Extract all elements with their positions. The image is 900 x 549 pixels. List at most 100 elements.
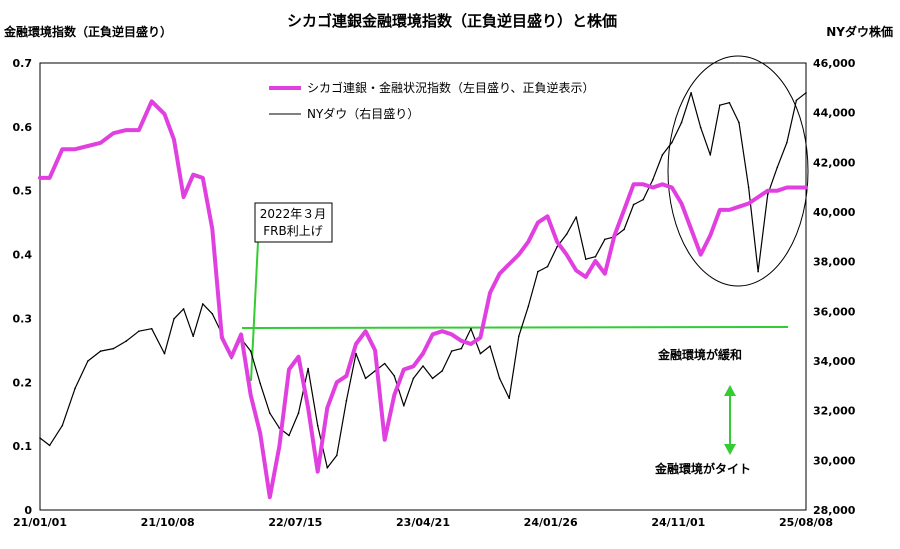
series-financial-conditions-index-point — [412, 365, 415, 368]
reference-line — [241, 326, 789, 329]
y-right-tick-label: 42,000 — [813, 156, 856, 169]
series-ny-dow-point — [202, 303, 204, 305]
series-financial-conditions-index-point — [537, 221, 539, 224]
series-financial-conditions-index-point — [470, 343, 472, 345]
series-ny-dow-point — [307, 367, 309, 370]
series-ny-dow-point — [393, 375, 396, 377]
series-financial-conditions-index-point — [690, 228, 692, 230]
series-ny-dow-point — [364, 377, 367, 380]
y-left-tick-label: 0.3 — [13, 312, 33, 325]
x-tick-label: 21/10/08 — [141, 516, 195, 529]
y-axis-left: 0 0.1 0.2 0.3 0.4 0.5 0.6 0.7 — [13, 57, 33, 517]
series-ny-dow-point — [297, 412, 300, 414]
series-ny-dow-point — [61, 424, 64, 427]
series-ny-dow-point — [249, 350, 252, 352]
series-ny-dow-point — [74, 387, 76, 390]
series-ny-dow-point — [795, 99, 798, 102]
series-ny-dow-point — [728, 101, 731, 104]
x-tick-label: 25/08/08 — [779, 516, 833, 529]
chart-title: シカゴ連銀金融環境指数（正負逆目盛り）と株価 — [287, 12, 617, 30]
y-left-tick-label: 0.7 — [13, 57, 33, 70]
series-ny-dow-point — [412, 377, 415, 380]
series-ny-dow-point — [288, 434, 290, 437]
x-tick-label: 22/07/15 — [268, 516, 322, 529]
series-ny-dow-point — [709, 154, 712, 156]
series-financial-conditions-index-point — [150, 100, 153, 103]
x-tick-label: 24/01/26 — [524, 516, 578, 529]
series-ny-dow-point — [527, 305, 530, 308]
series-financial-conditions-index-point — [489, 292, 491, 294]
series-financial-conditions-index-point — [795, 186, 798, 189]
series-ny-dow-point — [498, 377, 501, 380]
series-ny-dow-point — [766, 193, 769, 196]
series-financial-conditions-index-point — [221, 336, 223, 339]
series-ny-dow-point — [403, 404, 405, 407]
legend: シカゴ連銀・金融状況指数（左目盛り、正負逆表示） NYダウ（右目盛り） — [269, 80, 595, 121]
y-right-tick-label: 44,000 — [813, 107, 856, 120]
series-ny-dow-point — [585, 258, 587, 261]
series-ny-dow-point — [594, 255, 597, 258]
y-left-tick-label: 0.4 — [13, 249, 33, 262]
y-axis-right: 28,000 30,000 32,000 34,000 36,000 38,000 40,0… — [813, 57, 856, 517]
x-tick-label: 23/04/21 — [396, 516, 450, 529]
series-financial-conditions-index-point — [632, 183, 635, 186]
y-right-tick-label: 40,000 — [813, 206, 856, 219]
series-ny-dow-point — [182, 308, 185, 310]
series-financial-conditions-index-point — [613, 234, 616, 237]
legend-label-dow: NYダウ（右目盛り） — [307, 106, 419, 121]
series-financial-conditions-index-point — [585, 276, 587, 278]
series-financial-conditions-index-point — [709, 234, 712, 237]
series-ny-dow-point — [345, 399, 348, 402]
series-financial-conditions-index — [38, 99, 808, 500]
series-ny-dow-point — [460, 347, 463, 350]
frb-marker-line — [250, 241, 259, 382]
series-financial-conditions-index-point — [87, 145, 89, 147]
series-ny-dow-point — [87, 360, 89, 362]
series-financial-conditions-index-point — [460, 340, 463, 342]
series-ny-dow — [39, 92, 807, 469]
series-financial-conditions-index-point — [192, 173, 194, 176]
series-ny-dow-point — [39, 437, 41, 439]
series-financial-conditions-index-point — [393, 394, 396, 396]
series-financial-conditions-index-point — [240, 333, 242, 336]
series-ny-dow-point — [470, 327, 472, 330]
series-ny-dow-point — [150, 327, 153, 330]
series-financial-conditions-index-point — [39, 177, 41, 179]
series-financial-conditions-index-point — [422, 352, 424, 355]
series-ny-dow-point — [489, 345, 491, 347]
series-financial-conditions-index-point — [594, 260, 597, 262]
series-financial-conditions-index-point — [652, 186, 654, 189]
series-ny-dow-point — [383, 362, 386, 365]
series-ny-dow-point — [546, 265, 549, 268]
series-financial-conditions-index-point — [518, 253, 520, 256]
series-financial-conditions-index-point — [623, 209, 625, 211]
series-financial-conditions-index-point — [805, 186, 807, 189]
series-ny-dow-point — [747, 186, 750, 188]
y-right-tick-label: 46,000 — [813, 57, 856, 70]
series-ny-dow-point — [671, 141, 673, 144]
series-financial-conditions-index-point — [316, 470, 319, 473]
series-financial-conditions-index-point — [738, 205, 740, 208]
series-financial-conditions-index-point — [259, 432, 262, 435]
series-ny-dow-point — [699, 126, 702, 129]
y-left-tick-label: 0 — [24, 504, 32, 517]
series-ny-dow-point — [125, 340, 127, 342]
series-ny-dow-point — [269, 412, 271, 414]
series-financial-conditions-index-point — [249, 394, 252, 396]
series-ny-dow-point — [163, 352, 166, 355]
x-axis: 21/01/01 21/10/08 22/07/15 23/04/21 24/01/26… — [13, 516, 833, 529]
series-ny-dow-point — [690, 92, 692, 94]
series-financial-conditions-index-point — [766, 189, 769, 192]
series-financial-conditions-index-point — [441, 330, 444, 333]
series-financial-conditions-index-point — [680, 202, 683, 205]
series-financial-conditions-index-point — [230, 355, 233, 358]
y-right-tick-label: 28,000 — [813, 504, 856, 517]
series-financial-conditions-index-point — [288, 368, 290, 371]
series-ny-dow-line — [39, 92, 807, 469]
series-ny-dow-point — [138, 330, 140, 333]
series-ny-dow-point — [604, 238, 606, 241]
series-ny-dow-point — [99, 350, 102, 352]
x-tick-label: 21/01/01 — [13, 516, 67, 529]
series-financial-conditions-index-point — [604, 272, 606, 275]
